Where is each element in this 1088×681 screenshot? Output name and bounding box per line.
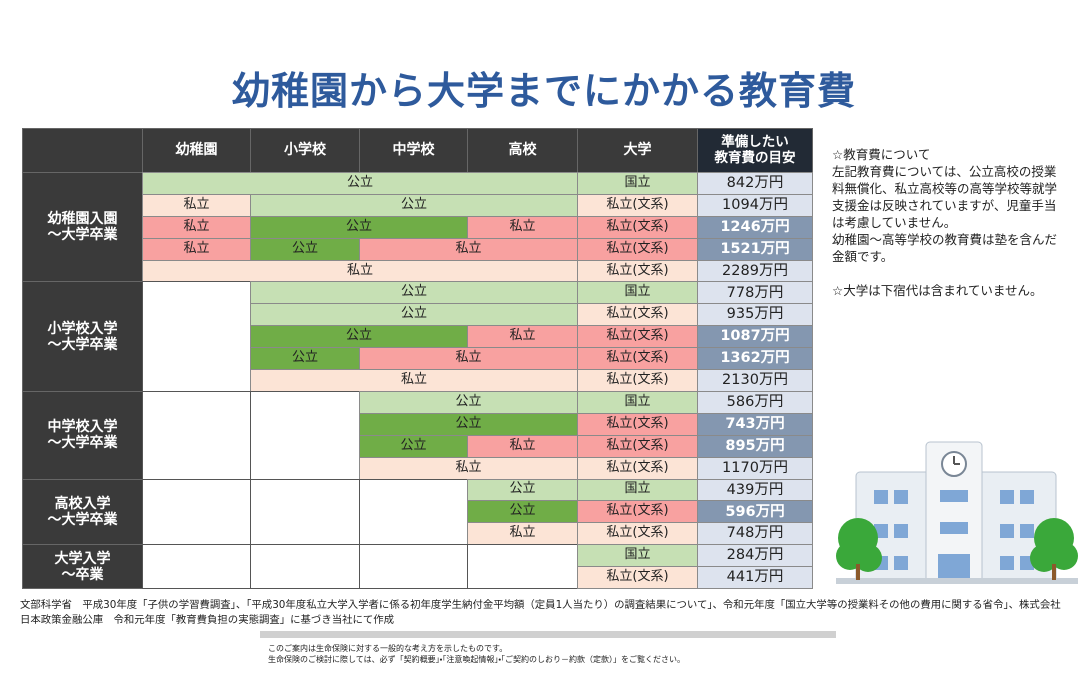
total-cost: 1170万円 <box>697 456 813 480</box>
group-label: 小学校入学 ～大学卒業 <box>22 281 143 392</box>
school-type: 公立 <box>359 412 578 436</box>
column-header: 小学校 <box>250 128 360 173</box>
school-type: 私立(文系) <box>577 347 698 371</box>
total-cost: 1521万円 <box>697 237 813 261</box>
group-label: 大学入学 ～卒業 <box>22 544 143 589</box>
group-label: 幼稚園入園 ～大学卒業 <box>22 172 143 283</box>
blank-cell <box>250 390 360 480</box>
total-cost: 935万円 <box>697 303 813 327</box>
note: 左記教育費については、公立高校の授業料無償化、私立高校等の高等学校等就学支援金は… <box>832 164 1058 230</box>
school-type: 国立 <box>577 390 698 414</box>
school-type: 私立 <box>142 215 251 239</box>
disclaimer: このご案内は生命保険に対する一般的な考え方を示したものです。 生命保険のご検討に… <box>268 643 685 665</box>
column-header: 高校 <box>467 128 578 173</box>
column-header: 大学 <box>577 128 698 173</box>
blank-cell <box>142 544 251 589</box>
school-type: 私立 <box>467 434 578 458</box>
school-type: 公立 <box>250 281 578 305</box>
school-type: 私立(文系) <box>577 215 698 239</box>
school-type: 公立 <box>359 390 578 414</box>
total-cost: 842万円 <box>697 172 813 195</box>
total-cost: 284万円 <box>697 544 813 568</box>
school-type: 私立(文系) <box>577 237 698 261</box>
blank-cell <box>142 390 251 480</box>
school-type: 私立 <box>467 522 578 546</box>
note: ☆大学は下宿代は含まれていません。 <box>832 283 1043 298</box>
disclaimer-line: 生命保険のご検討に際しては、必ず「契約概要」・「注意喚起情報」・「ご契約のしおり… <box>268 655 686 664</box>
divider <box>260 631 836 638</box>
school-type: 公立 <box>250 303 578 327</box>
total-cost: 1087万円 <box>697 325 813 349</box>
disclaimer-line: このご案内は生命保険に対する一般的な考え方を示したものです。 <box>268 644 508 653</box>
column-header: 幼稚園 <box>142 128 251 173</box>
school-type: 私立(文系) <box>577 303 698 327</box>
total-cost: 1362万円 <box>697 347 813 371</box>
school-type: 私立(文系) <box>577 412 698 436</box>
total-cost: 439万円 <box>697 478 813 502</box>
school-type: 私立 <box>467 325 578 349</box>
total-cost: 596万円 <box>697 500 813 524</box>
blank-cell <box>467 544 578 589</box>
source-note: 文部科学省 平成30年度「子供の学習費調査」、「平成30年度私立大学入学者に係る… <box>20 599 1061 626</box>
group-label: 高校入学 ～大学卒業 <box>22 478 143 546</box>
header-corner <box>22 128 143 173</box>
total-cost: 441万円 <box>697 566 813 589</box>
total-cost: 586万円 <box>697 390 813 414</box>
school-type: 公立 <box>142 172 578 195</box>
blank-cell <box>250 544 360 589</box>
total-cost: 748万円 <box>697 522 813 546</box>
school-type: 私立 <box>359 347 578 371</box>
school-type: 公立 <box>467 500 578 524</box>
school-type: 公立 <box>359 434 468 458</box>
blank-cell <box>359 544 468 589</box>
column-header: 中学校 <box>359 128 468 173</box>
notes: ☆教育費について 左記教育費については、公立高校の授業料無償化、私立高校等の高等… <box>832 146 1060 299</box>
blank-cell <box>359 478 468 546</box>
blank-cell <box>142 281 251 392</box>
title: 幼稚園から大学までにかかる教育費 <box>231 69 856 113</box>
note: ☆教育費について <box>832 147 931 162</box>
blank-cell <box>250 478 360 546</box>
school-type: 私立(文系) <box>577 259 698 283</box>
school-type: 私立(文系) <box>577 566 698 589</box>
column-header: 準備したい 教育費の目安 <box>697 128 813 173</box>
school-type: 公立 <box>250 325 468 349</box>
school-type: 私立(文系) <box>577 522 698 546</box>
school-type: 私立 <box>142 237 251 261</box>
school-type: 国立 <box>577 172 698 195</box>
total-cost: 2289万円 <box>697 259 813 283</box>
school-type: 国立 <box>577 478 698 502</box>
school-type: 私立(文系) <box>577 500 698 524</box>
school-type: 国立 <box>577 281 698 305</box>
school-type: 私立(文系) <box>577 434 698 458</box>
school-type: 私立 <box>359 456 578 480</box>
school-type: 私立(文系) <box>577 325 698 349</box>
school-type: 私立 <box>142 193 251 217</box>
total-cost: 743万円 <box>697 412 813 436</box>
school-type: 国立 <box>577 544 698 568</box>
total-cost: 778万円 <box>697 281 813 305</box>
school-type: 私立 <box>359 237 578 261</box>
school-type: 私立(文系) <box>577 456 698 480</box>
total-cost: 895万円 <box>697 434 813 458</box>
blank-cell <box>142 478 251 546</box>
school-type: 公立 <box>250 215 468 239</box>
total-cost: 1094万円 <box>697 193 813 217</box>
school-type: 公立 <box>467 478 578 502</box>
school-type: 私立(文系) <box>577 369 698 392</box>
total-cost: 1246万円 <box>697 215 813 239</box>
school-type: 私立 <box>467 215 578 239</box>
school-type: 私立(文系) <box>577 193 698 217</box>
note: 幼稚園～高等学校の教育費は塾を含んだ金額です。 <box>832 232 1058 264</box>
school-type: 公立 <box>250 193 578 217</box>
school-illustration <box>836 441 1078 584</box>
school-type: 私立 <box>142 259 578 283</box>
total-cost: 2130万円 <box>697 369 813 392</box>
school-type: 公立 <box>250 237 360 261</box>
table: 幼稚園 小学校 中学校 高校 大学 準備したい 教育費の目安 幼稚園入園 ～大学卒業 公立 国立… <box>22 128 813 589</box>
group-label: 中学校入学 ～大学卒業 <box>22 390 143 480</box>
school-type: 私立 <box>250 369 578 392</box>
school-type: 公立 <box>250 347 360 371</box>
